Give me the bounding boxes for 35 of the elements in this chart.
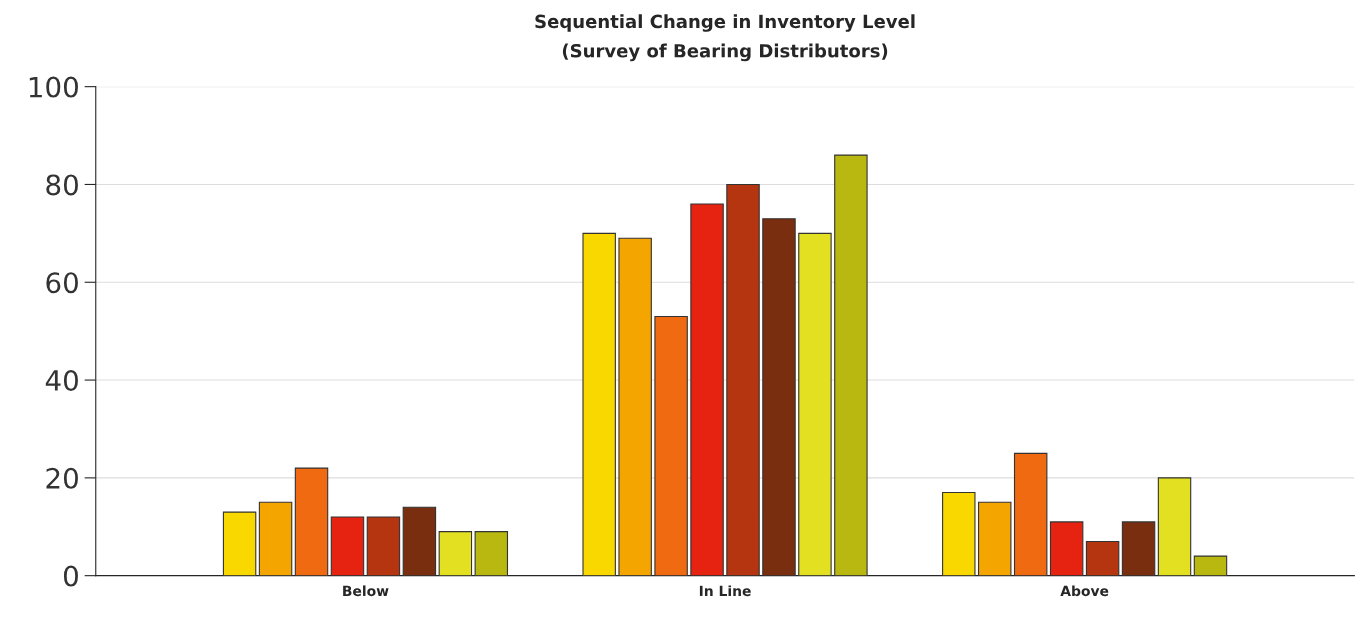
bar bbox=[618, 237, 652, 576]
bar bbox=[654, 315, 688, 576]
y-tick-label: 80 bbox=[46, 174, 78, 196]
bar bbox=[222, 511, 257, 576]
x-tick-label: Above bbox=[1060, 585, 1109, 597]
bar bbox=[726, 183, 760, 576]
y-tick-label: 40 bbox=[45, 370, 78, 392]
x-tick-label: In Line bbox=[699, 585, 751, 597]
bar bbox=[834, 154, 868, 576]
bar bbox=[1121, 521, 1156, 576]
bar bbox=[582, 232, 616, 576]
bar bbox=[690, 203, 724, 576]
bar bbox=[402, 506, 437, 576]
bar bbox=[1085, 540, 1120, 576]
bar bbox=[474, 531, 509, 576]
bar bbox=[798, 232, 832, 576]
bar bbox=[762, 218, 796, 576]
bar bbox=[1013, 452, 1048, 576]
y-tick-label: 100 bbox=[29, 76, 78, 98]
chart-subtitle: (Survey of Bearing Distributors) bbox=[562, 43, 888, 62]
y-tick-label: 20 bbox=[46, 467, 78, 489]
bar bbox=[330, 516, 365, 576]
bar bbox=[942, 491, 976, 576]
x-tick-label: Below bbox=[343, 585, 389, 597]
bar bbox=[294, 467, 329, 576]
bar bbox=[1193, 555, 1228, 576]
bar bbox=[366, 516, 401, 576]
y-tick-label: 0 bbox=[63, 565, 78, 587]
bar bbox=[438, 531, 473, 576]
bar bbox=[258, 501, 293, 576]
chart-title: Sequential Change in Inventory Level bbox=[535, 14, 915, 32]
bar bbox=[1157, 477, 1192, 576]
bar bbox=[977, 501, 1012, 576]
bar bbox=[1049, 521, 1084, 576]
y-tick-label: 60 bbox=[46, 272, 78, 294]
